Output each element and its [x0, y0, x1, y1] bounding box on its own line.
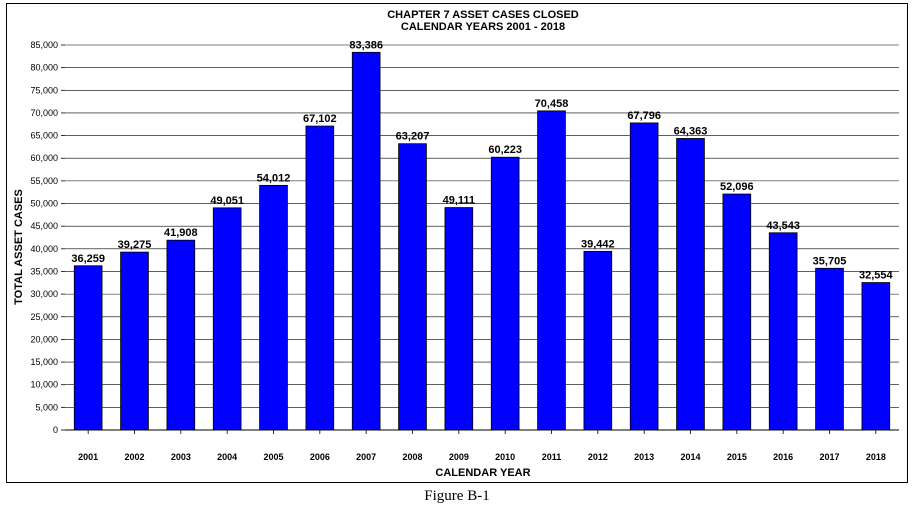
bar-2015: [722, 193, 752, 431]
figure-caption: Figure B-1: [424, 488, 490, 504]
bar-2007: [351, 51, 381, 431]
x-tick-label-2013: 2013: [634, 452, 654, 462]
data-label-2014: 64,363: [674, 125, 708, 137]
y-tick-label: 70,000: [30, 108, 58, 118]
y-axis-title: TOTAL ASSET CASES: [13, 189, 25, 305]
data-label-2018: 32,554: [859, 270, 894, 282]
bar-2006: [305, 125, 335, 431]
y-tick-label: 5,000: [35, 402, 58, 412]
bar-2002: [120, 251, 149, 431]
y-tick-label: 35,000: [30, 266, 58, 276]
bar-2013: [629, 122, 659, 431]
chart-subtitle: CALENDAR YEARS 2001 - 2018: [401, 21, 565, 33]
x-axis-title: CALENDAR YEAR: [435, 467, 530, 479]
y-tick-label: 80,000: [30, 63, 58, 73]
x-tick-label-2007: 2007: [356, 452, 376, 462]
x-tick-label-2005: 2005: [263, 452, 283, 462]
y-tick-label: 75,000: [30, 85, 58, 95]
data-label-2003: 41,908: [164, 227, 198, 239]
x-tick-label-2001: 2001: [78, 452, 98, 462]
y-tick-label: 0: [53, 425, 58, 435]
gridlines: [61, 44, 899, 431]
x-tick-label-2018: 2018: [866, 452, 886, 462]
x-tick-label-2010: 2010: [495, 452, 515, 462]
bar-2004: [212, 207, 242, 431]
chart-title: CHAPTER 7 ASSET CASES CLOSED: [387, 9, 579, 21]
x-tick-label-2017: 2017: [819, 452, 839, 462]
bar-2018: [861, 282, 891, 431]
y-tick-label: 50,000: [30, 199, 58, 209]
y-tick-label: 20,000: [30, 334, 58, 344]
data-labels: 36,259 39,275 41,908 49,051 54,012 67,102 83,3…: [71, 39, 893, 281]
bar-chart: CHAPTER 7 ASSET CASES CLOSED CALENDAR YE…: [13, 9, 899, 479]
y-tick-label: 60,000: [30, 153, 58, 163]
x-tick-label-2004: 2004: [217, 452, 237, 462]
bar-2001: [73, 265, 103, 431]
x-tick-label-2006: 2006: [310, 452, 330, 462]
y-tick-label: 30,000: [30, 289, 58, 299]
data-label-2017: 35,705: [813, 255, 847, 267]
data-label-2006: 67,102: [303, 113, 337, 125]
data-label-2012: 39,442: [581, 238, 615, 250]
bar-2017: [815, 267, 844, 431]
x-tick-label-2011: 2011: [542, 452, 562, 462]
x-tick-label-2003: 2003: [171, 452, 191, 462]
bar-2003: [166, 239, 196, 431]
bar-2011: [537, 110, 566, 431]
y-tick-label: 85,000: [30, 40, 58, 50]
y-tick-label: 40,000: [30, 244, 58, 254]
x-tick-label-2012: 2012: [588, 452, 608, 462]
y-tick-label: 45,000: [30, 221, 58, 231]
y-tick-label: 25,000: [30, 312, 58, 322]
data-label-2002: 39,275: [118, 239, 152, 251]
bar-2014: [676, 138, 705, 431]
y-tick-label: 55,000: [30, 176, 58, 186]
data-label-2013: 67,796: [627, 110, 661, 122]
x-tick-label-2002: 2002: [124, 452, 144, 462]
bar-2012: [583, 250, 613, 431]
data-label-2016: 43,543: [766, 220, 800, 232]
bar-2016: [768, 232, 798, 431]
y-tick-label: 65,000: [30, 131, 58, 141]
bar-2005: [259, 184, 288, 431]
x-tick-label-2008: 2008: [402, 452, 422, 462]
bar-2009: [444, 207, 474, 431]
y-tick-label: 10,000: [30, 380, 58, 390]
data-label-2005: 54,012: [257, 172, 291, 184]
chart-frame: CHAPTER 7 ASSET CASES CLOSED CALENDAR YE…: [6, 3, 908, 483]
x-tick-labels: 2001 2002 2003 2004 2005 2006 2007 2008 2009 2010…: [78, 430, 886, 462]
data-label-2007: 83,386: [349, 39, 383, 51]
data-label-2009: 49,111: [443, 195, 475, 207]
data-label-2010: 60,223: [488, 144, 522, 156]
x-tick-label-2015: 2015: [727, 452, 747, 462]
bars: [73, 51, 891, 431]
data-label-2011: 70,458: [535, 98, 569, 110]
x-tick-label-2014: 2014: [680, 452, 700, 462]
x-tick-label-2009: 2009: [449, 452, 469, 462]
data-label-2001: 36,259: [71, 253, 105, 265]
bar-2010: [490, 156, 520, 431]
data-label-2015: 52,096: [720, 181, 754, 193]
x-tick-label-2016: 2016: [773, 452, 793, 462]
y-tick-label: 15,000: [30, 357, 58, 367]
bar-2008: [398, 143, 427, 431]
data-label-2008: 63,207: [396, 131, 430, 143]
y-tick-labels: 0 5,000 10,000 15,000 20,000 25,000 30,000 35,0…: [30, 40, 58, 435]
data-label-2004: 49,051: [210, 195, 244, 207]
